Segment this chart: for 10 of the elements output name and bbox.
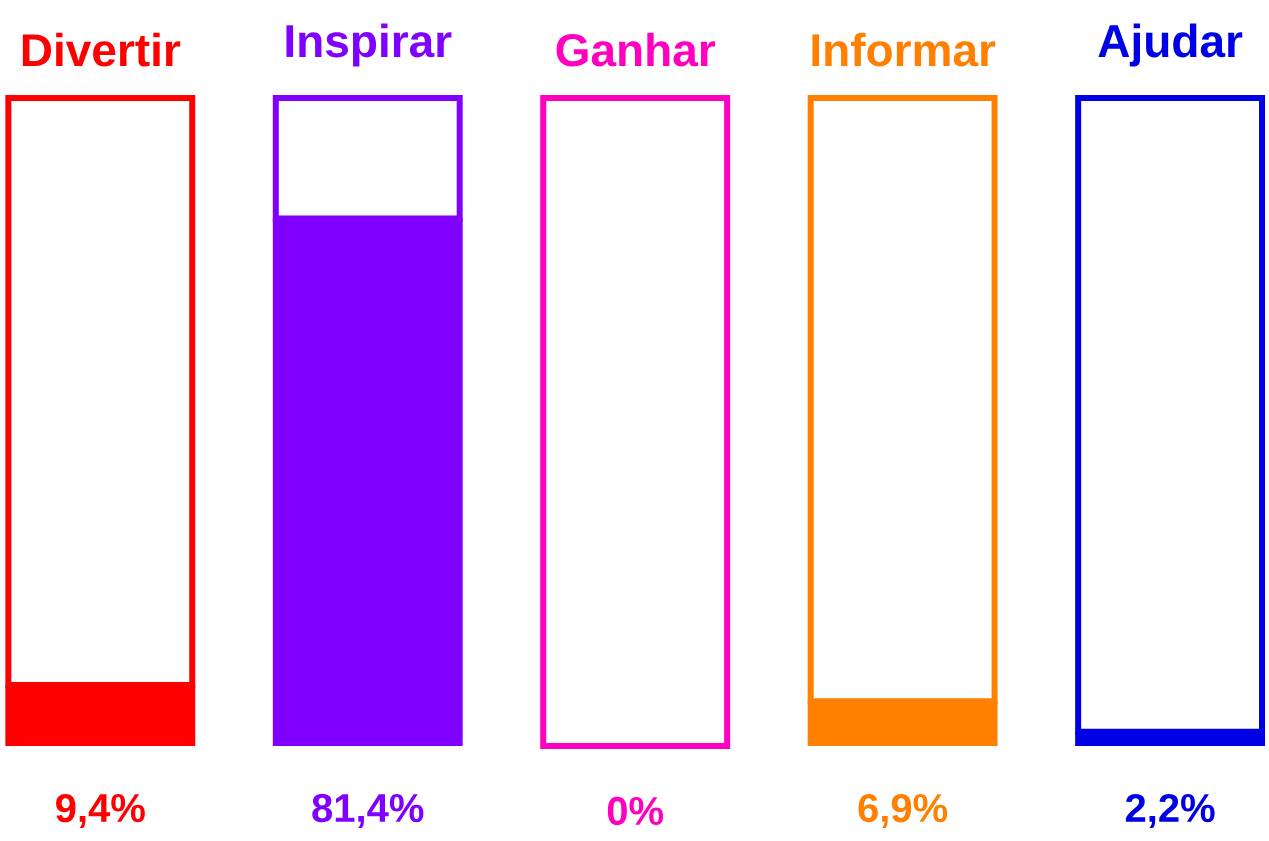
x-tick-label: Inspirar [286, 23, 452, 67]
data-label: 9,4% [56, 793, 145, 829]
data-label: 81,4% [312, 793, 424, 829]
x-tick-label: Ganhar [556, 32, 716, 67]
data-label: 6,9% [858, 793, 948, 829]
data-label: 2,2% [1125, 793, 1215, 829]
x-tick-label: Divertir [22, 32, 181, 67]
x-tick-label: Informar [812, 32, 996, 67]
x-tick-label: Ajudar [1098, 23, 1243, 67]
data-label: 0% [607, 796, 664, 826]
